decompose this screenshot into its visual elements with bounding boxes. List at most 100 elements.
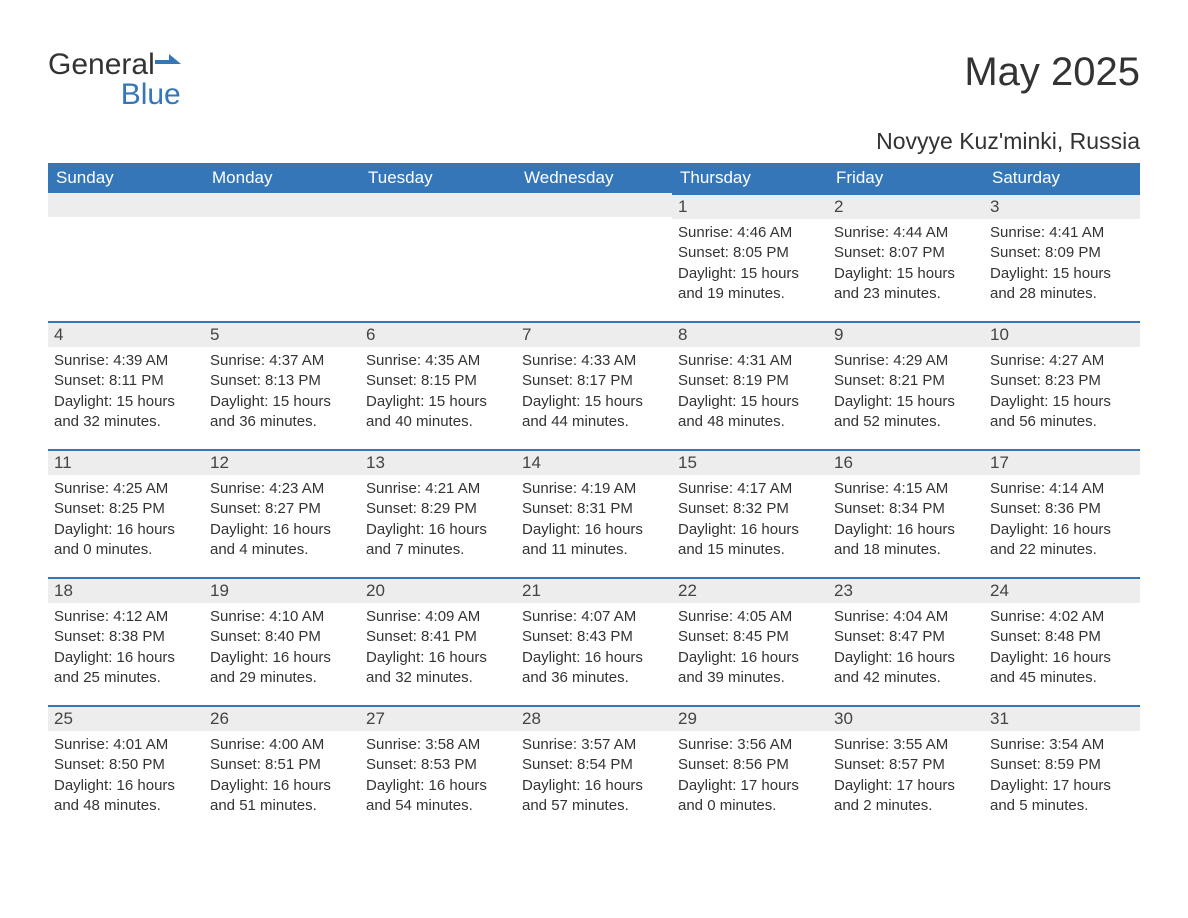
- daylight-line: Daylight: 15 hours and 36 minutes.: [210, 392, 354, 433]
- day-number: 16: [828, 449, 984, 475]
- sunset-line: Sunset: 8:45 PM: [678, 627, 822, 647]
- daylight-line: Daylight: 16 hours and 51 minutes.: [210, 776, 354, 817]
- sunrise-line: Sunrise: 4:04 AM: [834, 607, 978, 627]
- sunset-line: Sunset: 8:32 PM: [678, 499, 822, 519]
- calendar-cell: 17Sunrise: 4:14 AMSunset: 8:36 PMDayligh…: [984, 449, 1140, 577]
- daylight-line: Daylight: 16 hours and 39 minutes.: [678, 648, 822, 689]
- calendar-cell: 28Sunrise: 3:57 AMSunset: 8:54 PMDayligh…: [516, 705, 672, 833]
- day-details: Sunrise: 4:17 AMSunset: 8:32 PMDaylight:…: [672, 475, 828, 566]
- daylight-line: Daylight: 15 hours and 23 minutes.: [834, 264, 978, 305]
- sunrise-line: Sunrise: 4:10 AM: [210, 607, 354, 627]
- sunset-line: Sunset: 8:19 PM: [678, 371, 822, 391]
- sunrise-line: Sunrise: 4:27 AM: [990, 351, 1134, 371]
- day-number: 24: [984, 577, 1140, 603]
- calendar-cell: 22Sunrise: 4:05 AMSunset: 8:45 PMDayligh…: [672, 577, 828, 705]
- brand-logo: General Blue: [48, 50, 181, 110]
- sunrise-line: Sunrise: 4:35 AM: [366, 351, 510, 371]
- day-number: 20: [360, 577, 516, 603]
- sunrise-line: Sunrise: 3:56 AM: [678, 735, 822, 755]
- brand-text-2: Blue: [48, 80, 181, 110]
- sunrise-line: Sunrise: 4:05 AM: [678, 607, 822, 627]
- daylight-line: Daylight: 17 hours and 2 minutes.: [834, 776, 978, 817]
- sunrise-line: Sunrise: 4:41 AM: [990, 223, 1134, 243]
- sunrise-line: Sunrise: 4:09 AM: [366, 607, 510, 627]
- day-number: 18: [48, 577, 204, 603]
- calendar-row: 1 Sunrise: 4:46 AMSunset: 8:05 PM Daylight…: [48, 193, 1140, 321]
- daylight-line: Daylight: 15 hours and 48 minutes.: [678, 392, 822, 433]
- day-number: 10: [984, 321, 1140, 347]
- sunset-line: Sunset: 8:25 PM: [54, 499, 198, 519]
- sunset-line: Sunset: 8:27 PM: [210, 499, 354, 519]
- day-details: Sunrise: 4:15 AMSunset: 8:34 PMDaylight:…: [828, 475, 984, 566]
- day-number: 7: [516, 321, 672, 347]
- day-details: Sunrise: 4:27 AMSunset: 8:23 PMDaylight:…: [984, 347, 1140, 438]
- calendar-cell: 5Sunrise: 4:37 AMSunset: 8:13 PMDaylight…: [204, 321, 360, 449]
- sunset-line: Sunset: 8:11 PM: [54, 371, 198, 391]
- day-number: 1: [672, 193, 828, 219]
- day-details: Sunrise: 4:00 AMSunset: 8:51 PMDaylight:…: [204, 731, 360, 822]
- weekday-header: Sunday: [48, 163, 204, 193]
- day-number: 26: [204, 705, 360, 731]
- sunset-line: Sunset: 8:31 PM: [522, 499, 666, 519]
- sunset-line: Sunset: 8:34 PM: [834, 499, 978, 519]
- daylight-line: Daylight: 15 hours and 32 minutes.: [54, 392, 198, 433]
- calendar-cell: 10Sunrise: 4:27 AMSunset: 8:23 PMDayligh…: [984, 321, 1140, 449]
- calendar-cell: 9Sunrise: 4:29 AMSunset: 8:21 PMDaylight…: [828, 321, 984, 449]
- daylight-line: Daylight: 16 hours and 7 minutes.: [366, 520, 510, 561]
- day-details: Sunrise: 4:10 AMSunset: 8:40 PMDaylight:…: [204, 603, 360, 694]
- day-details: Sunrise: 4:41 AMSunset: 8:09 PMDaylight:…: [984, 219, 1140, 310]
- calendar-cell: [360, 193, 516, 321]
- sunrise-line: Sunrise: 4:00 AM: [210, 735, 354, 755]
- sunset-line: Sunset: 8:54 PM: [522, 755, 666, 775]
- sunset-line: Sunset: 8:23 PM: [990, 371, 1134, 391]
- sunset-line: Sunset: 8:57 PM: [834, 755, 978, 775]
- daylight-line: Daylight: 15 hours and 44 minutes.: [522, 392, 666, 433]
- sunrise-line: Sunrise: 4:12 AM: [54, 607, 198, 627]
- day-details: Sunrise: 4:39 AMSunset: 8:11 PMDaylight:…: [48, 347, 204, 438]
- sunrise-line: Sunrise: 3:57 AM: [522, 735, 666, 755]
- day-details: Sunrise: 4:35 AMSunset: 8:15 PMDaylight:…: [360, 347, 516, 438]
- calendar-cell: 29Sunrise: 3:56 AMSunset: 8:56 PMDayligh…: [672, 705, 828, 833]
- day-details: Sunrise: 4:29 AMSunset: 8:21 PMDaylight:…: [828, 347, 984, 438]
- day-number: 27: [360, 705, 516, 731]
- day-details: Sunrise: 4:12 AMSunset: 8:38 PMDaylight:…: [48, 603, 204, 694]
- calendar-cell: 1Sunrise: 4:46 AMSunset: 8:05 PMDaylight…: [672, 193, 828, 321]
- sunset-line: Sunset: 8:21 PM: [834, 371, 978, 391]
- sunrise-line: Sunrise: 4:07 AM: [522, 607, 666, 627]
- sunrise-line: Sunrise: 4:46 AM: [678, 223, 822, 243]
- day-number: 21: [516, 577, 672, 603]
- sunset-line: Sunset: 8:48 PM: [990, 627, 1134, 647]
- day-number: 28: [516, 705, 672, 731]
- calendar-cell: 21Sunrise: 4:07 AMSunset: 8:43 PMDayligh…: [516, 577, 672, 705]
- day-number: 8: [672, 321, 828, 347]
- empty-day-bar: [48, 193, 204, 217]
- daylight-line: Daylight: 17 hours and 0 minutes.: [678, 776, 822, 817]
- calendar-cell: 27Sunrise: 3:58 AMSunset: 8:53 PMDayligh…: [360, 705, 516, 833]
- weekday-header: Saturday: [984, 163, 1140, 193]
- calendar-cell: 7Sunrise: 4:33 AMSunset: 8:17 PMDaylight…: [516, 321, 672, 449]
- calendar-cell: 18Sunrise: 4:12 AMSunset: 8:38 PMDayligh…: [48, 577, 204, 705]
- day-details: Sunrise: 4:05 AMSunset: 8:45 PMDaylight:…: [672, 603, 828, 694]
- location-label: Novyye Kuz'minki, Russia: [48, 128, 1140, 155]
- calendar-cell: 16Sunrise: 4:15 AMSunset: 8:34 PMDayligh…: [828, 449, 984, 577]
- daylight-line: Daylight: 16 hours and 18 minutes.: [834, 520, 978, 561]
- sunrise-line: Sunrise: 4:33 AM: [522, 351, 666, 371]
- sunset-line: Sunset: 8:13 PM: [210, 371, 354, 391]
- sunset-line: Sunset: 8:29 PM: [366, 499, 510, 519]
- sunset-line: Sunset: 8:41 PM: [366, 627, 510, 647]
- empty-day-bar: [360, 193, 516, 217]
- weekday-header: Tuesday: [360, 163, 516, 193]
- sunrise-line: Sunrise: 4:23 AM: [210, 479, 354, 499]
- sunset-line: Sunset: 8:05 PM: [678, 243, 822, 263]
- sunrise-line: Sunrise: 4:37 AM: [210, 351, 354, 371]
- day-details: Sunrise: 3:56 AMSunset: 8:56 PMDaylight:…: [672, 731, 828, 822]
- calendar-cell: 30Sunrise: 3:55 AMSunset: 8:57 PMDayligh…: [828, 705, 984, 833]
- sunrise-line: Sunrise: 4:19 AM: [522, 479, 666, 499]
- daylight-line: Daylight: 16 hours and 0 minutes.: [54, 520, 198, 561]
- calendar-cell: [516, 193, 672, 321]
- day-details: Sunrise: 4:37 AMSunset: 8:13 PMDaylight:…: [204, 347, 360, 438]
- weekday-header: Friday: [828, 163, 984, 193]
- empty-day-bar: [516, 193, 672, 217]
- day-number: 25: [48, 705, 204, 731]
- daylight-line: Daylight: 16 hours and 48 minutes.: [54, 776, 198, 817]
